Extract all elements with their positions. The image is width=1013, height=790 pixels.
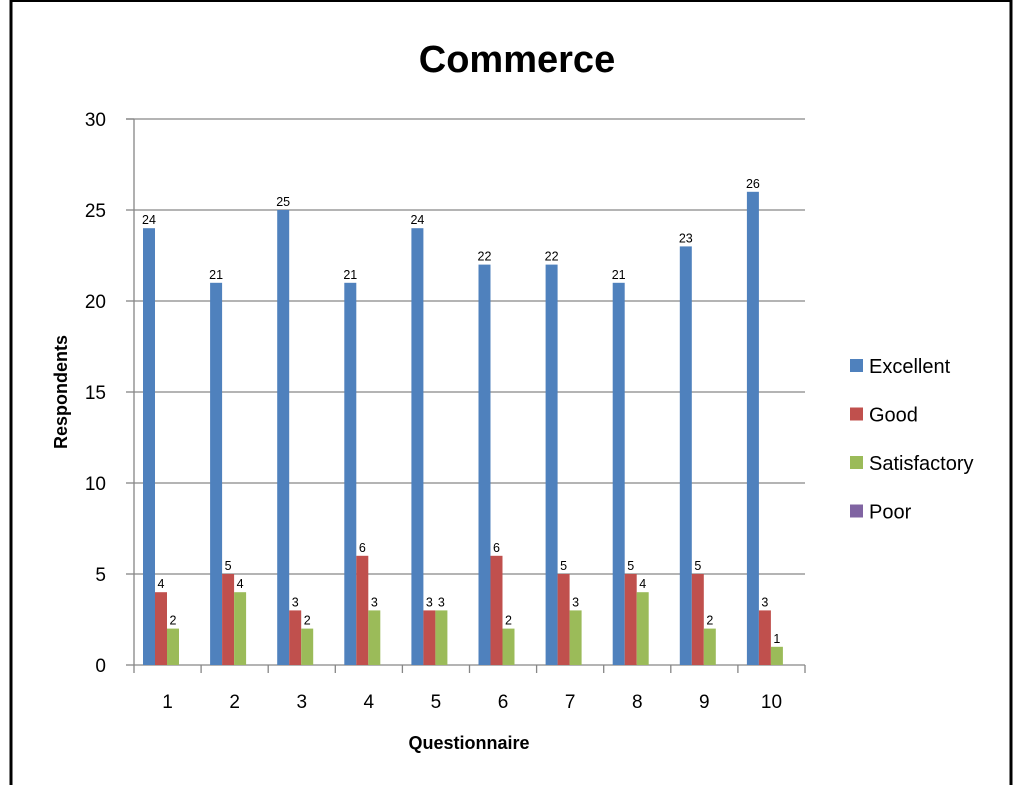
bar-good-q6: [490, 555, 503, 665]
bar-excellent-q3: [277, 210, 290, 665]
data-label: 22: [545, 250, 559, 264]
bar-good-q4: [356, 555, 369, 665]
bar-good-q9: [691, 574, 704, 665]
data-label: 21: [209, 268, 223, 282]
legend: Excellent Good Satisfactory Poor: [850, 356, 973, 524]
data-label: 23: [679, 231, 693, 245]
data-label: 22: [478, 250, 492, 264]
y-tick-label: 10: [85, 474, 106, 495]
data-label: 6: [493, 541, 500, 555]
legend-swatch-satisfactory: [850, 456, 863, 469]
y-axis-label: Respondents: [51, 335, 71, 449]
chart-title: Commerce: [419, 39, 615, 81]
data-label: 2: [170, 614, 177, 628]
data-label: 3: [572, 595, 579, 609]
bar-excellent-q4: [344, 282, 357, 665]
x-tick-label: 5: [431, 692, 442, 713]
bars: [143, 191, 783, 666]
bar-excellent-q2: [210, 282, 223, 665]
data-label: 21: [343, 268, 357, 282]
bar-excellent-q1: [143, 228, 155, 665]
x-tick-label: 7: [565, 692, 576, 713]
y-tick-label: 25: [85, 201, 106, 222]
bar-good-q10: [758, 610, 771, 665]
data-label: 1: [773, 632, 780, 646]
data-label: 4: [639, 577, 646, 591]
data-label: 6: [359, 541, 366, 555]
data-label: 21: [612, 268, 626, 282]
x-tick-label: 2: [229, 692, 240, 713]
legend-swatch-good: [850, 407, 863, 421]
data-label: 26: [746, 177, 760, 191]
bar-good-q8: [624, 574, 637, 665]
bar-satisfactory-q1: [167, 628, 179, 665]
x-axis-label: Questionnaire: [408, 733, 529, 753]
data-label: 2: [706, 614, 713, 628]
bar-good-q1: [155, 592, 167, 665]
data-label: 25: [276, 195, 290, 209]
legend-label-good: Good: [869, 405, 918, 427]
data-label: 2: [304, 614, 311, 628]
bar-excellent-q5: [411, 228, 424, 665]
bar-good-q3: [289, 610, 302, 665]
y-tick-label: 15: [85, 383, 106, 404]
bar-satisfactory-q5: [435, 610, 448, 665]
data-label: 4: [237, 577, 244, 591]
y-tick-label: 30: [85, 110, 106, 131]
bar-excellent-q9: [679, 246, 692, 665]
bar-satisfactory-q9: [703, 628, 716, 665]
bar-satisfactory-q7: [569, 610, 582, 665]
y-tick-label: 0: [95, 656, 106, 677]
bar-good-q5: [423, 610, 436, 665]
legend-swatch-poor: [850, 504, 863, 518]
data-label: 24: [410, 213, 424, 227]
bar-good-q7: [557, 574, 570, 665]
x-tick-label: 8: [632, 692, 643, 713]
data-label: 3: [426, 595, 433, 609]
data-label: 24: [142, 213, 156, 227]
legend-label-excellent: Excellent: [869, 356, 951, 378]
data-label: 2: [505, 614, 512, 628]
bar-satisfactory-q6: [502, 628, 515, 665]
data-label: 4: [158, 577, 165, 591]
bar-satisfactory-q3: [301, 628, 314, 665]
y-tick-label: 5: [95, 565, 106, 586]
data-label: 3: [292, 595, 299, 609]
x-tick-label: 4: [364, 692, 375, 713]
y-tick-label: 20: [85, 292, 106, 313]
data-label: 5: [694, 559, 701, 573]
bar-satisfactory-q4: [368, 610, 381, 665]
legend-swatch-excellent: [850, 359, 863, 372]
data-label: 3: [761, 595, 768, 609]
bar-good-q2: [222, 574, 235, 665]
legend-label-poor: Poor: [869, 502, 912, 524]
bar-satisfactory-q2: [234, 592, 247, 665]
x-tick-label: 3: [296, 692, 307, 713]
bar-excellent-q6: [478, 264, 491, 665]
x-tick-label: 6: [498, 692, 509, 713]
data-label: 3: [371, 595, 378, 609]
x-tick-label: 1: [162, 692, 173, 713]
bar-excellent-q7: [545, 264, 558, 665]
data-label: 5: [627, 559, 634, 573]
bar-satisfactory-q8: [636, 592, 649, 665]
x-tick-label: 9: [699, 692, 710, 713]
x-tick-label: 10: [761, 692, 782, 713]
bar-satisfactory-q10: [770, 646, 783, 665]
data-label: 3: [438, 595, 445, 609]
gridlines: [134, 118, 805, 575]
data-label: 5: [560, 559, 567, 573]
legend-label-satisfactory: Satisfactory: [869, 453, 973, 475]
data-label: 5: [225, 559, 232, 573]
bar-excellent-q8: [612, 282, 625, 665]
bar-excellent-q10: [746, 191, 759, 666]
